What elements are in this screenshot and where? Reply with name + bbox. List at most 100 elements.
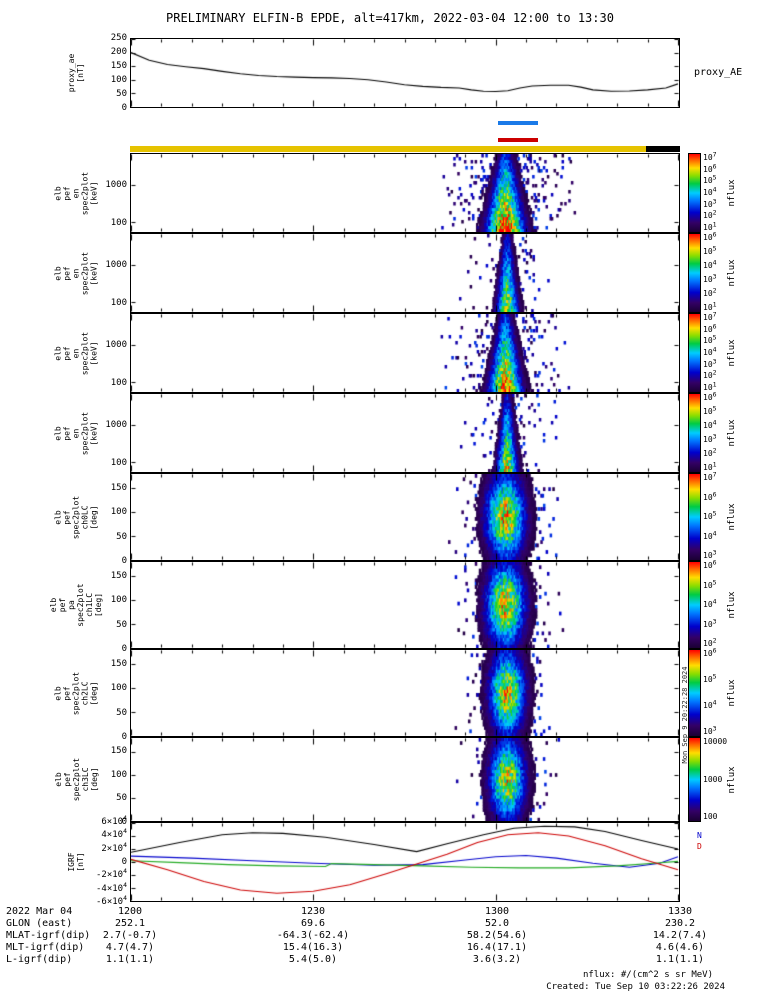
ytick-label: -2×104 <box>95 867 127 880</box>
colorbar-tick: 103 <box>703 432 717 444</box>
status-bar-yellow <box>130 146 646 152</box>
ytick-label: 1000 <box>105 420 127 430</box>
ytick-label: 250 <box>110 33 127 43</box>
ytick-label: 150 <box>110 483 127 493</box>
colorbar-tick: 102 <box>703 636 717 648</box>
table-cell: 58.2(54.6) <box>466 930 528 941</box>
colorbar-tick: 103 <box>703 272 717 284</box>
ytick-label: 100 <box>110 595 127 605</box>
colorbar-axis-label: nflux <box>727 591 737 619</box>
colorbar-tick: 104 <box>703 597 717 609</box>
panel-canvas-proxy_ae <box>131 39 679 107</box>
colorbar-tick: 103 <box>703 617 717 629</box>
colorbar-tick: 104 <box>703 698 717 710</box>
ytick-label: 100 <box>110 458 127 468</box>
table-cell: 1.1(1.1) <box>655 954 705 965</box>
table-cell: 1230 <box>300 906 326 917</box>
colorbar-tick: 105 <box>703 404 717 416</box>
panel-en_spec_2 <box>130 233 680 313</box>
panel-proxy_ae <box>130 38 680 108</box>
ytick-label: 50 <box>116 89 127 99</box>
igrf-legend-N: N <box>697 831 702 840</box>
panel-igrf <box>130 822 680 902</box>
colorbar-tick: 103 <box>703 724 717 736</box>
colorbar-tick: 104 <box>703 418 717 430</box>
colorbar-tick: 105 <box>703 578 717 590</box>
table-cell: 1200 <box>117 906 143 917</box>
colorbar-tick: 104 <box>703 345 717 357</box>
colorbar-tick: 104 <box>703 185 717 197</box>
ytick-label: -6×104 <box>95 894 127 907</box>
ytick-label: 50 <box>116 708 127 718</box>
colorbar-axis-label: nflux <box>727 419 737 447</box>
panel-canvas-en_spec_1 <box>131 154 679 232</box>
panel-canvas-en_spec_3 <box>131 314 679 392</box>
ytick-label: 0 <box>121 817 127 827</box>
table-cell: 1.1(1.1) <box>105 954 155 965</box>
colorbar-tick: 101 <box>703 220 717 232</box>
ytick-label: 150 <box>110 659 127 669</box>
ytick-label: 0 <box>121 732 127 742</box>
ytick-label: 150 <box>110 61 127 71</box>
colorbar-tick: 106 <box>703 162 717 174</box>
plot-timestamp-vertical: Mon Sep 9 20:22:28 2024 <box>681 666 689 764</box>
panel-pa_spec_ch0LC <box>130 473 680 561</box>
table-row-label: MLAT-igrf(dip) <box>6 930 91 941</box>
colorbar-tick: 102 <box>703 446 717 458</box>
table-cell: 4.7(4.7) <box>105 942 155 953</box>
table-cell: 1330 <box>667 906 693 917</box>
ytick-label: 1000 <box>105 180 127 190</box>
ytick-label: 0 <box>121 556 127 566</box>
table-cell: 4.6(4.6) <box>655 942 705 953</box>
table-cell: 1300 <box>484 906 510 917</box>
colorbar-tick: 105 <box>703 173 717 185</box>
ytick-label: 50 <box>116 532 127 542</box>
colorbar-tick: 103 <box>703 548 717 560</box>
panel-canvas-pa_spec_ch2LC <box>131 650 679 736</box>
colorbar-en_spec_3 <box>688 313 701 393</box>
colorbar-axis-label: nflux <box>727 339 737 367</box>
ytick-label: 0 <box>121 857 127 867</box>
ytick-label: 6×104 <box>101 814 127 827</box>
colorbar-tick: 106 <box>703 490 717 502</box>
table-cell: 69.6 <box>300 918 326 929</box>
colorbar-tick: 104 <box>703 258 717 270</box>
panel-canvas-pa_spec_ch1LC <box>131 562 679 648</box>
ytick-label: 50 <box>116 793 127 803</box>
table-row-label: MLT-igrf(dip) <box>6 942 85 953</box>
colorbar-axis-label: nflux <box>727 259 737 287</box>
colorbar-axis-label: nflux <box>727 503 737 531</box>
ytick-label: 2×104 <box>101 841 127 854</box>
ytick-label: 100 <box>110 298 127 308</box>
colorbar-tick: 105 <box>703 244 717 256</box>
ytick-label: 4×104 <box>101 827 127 840</box>
table-cell: 2.7(-0.7) <box>102 930 158 941</box>
colorbar-tick: 104 <box>703 529 717 541</box>
colorbar-en_spec_2 <box>688 233 701 313</box>
panel-canvas-en_spec_4 <box>131 394 679 472</box>
table-cell: 230.2 <box>664 918 696 929</box>
colorbar-tick: 101 <box>703 460 717 472</box>
panel-canvas-en_spec_2 <box>131 234 679 312</box>
science-zone-bar-blue <box>498 121 538 125</box>
colorbar-pa_spec_ch3LC <box>688 737 701 822</box>
colorbar-tick: 101 <box>703 300 717 312</box>
colorbar-en_spec_1 <box>688 153 701 233</box>
ytick-label: 200 <box>110 47 127 57</box>
colorbar-pa_spec_ch1LC <box>688 561 701 649</box>
colorbar-en_spec_4 <box>688 393 701 473</box>
colorbar-tick: 105 <box>703 509 717 521</box>
colorbar-tick: 100 <box>703 812 718 821</box>
ytick-label: 100 <box>110 378 127 388</box>
panel-en_spec_1 <box>130 153 680 233</box>
colorbar-tick: 101 <box>703 380 717 392</box>
colorbar-axis-label: nflux <box>727 679 737 707</box>
colorbar-tick: 105 <box>703 672 717 684</box>
ytick-label: 50 <box>116 620 127 630</box>
panel-pa_spec_ch1LC <box>130 561 680 649</box>
table-cell: 5.4(5.0) <box>288 954 338 965</box>
ytick-label: 100 <box>110 75 127 85</box>
table-cell: 52.0 <box>484 918 510 929</box>
table-row-label: L-igrf(dip) <box>6 954 73 965</box>
ytick-label: 100 <box>110 507 127 517</box>
